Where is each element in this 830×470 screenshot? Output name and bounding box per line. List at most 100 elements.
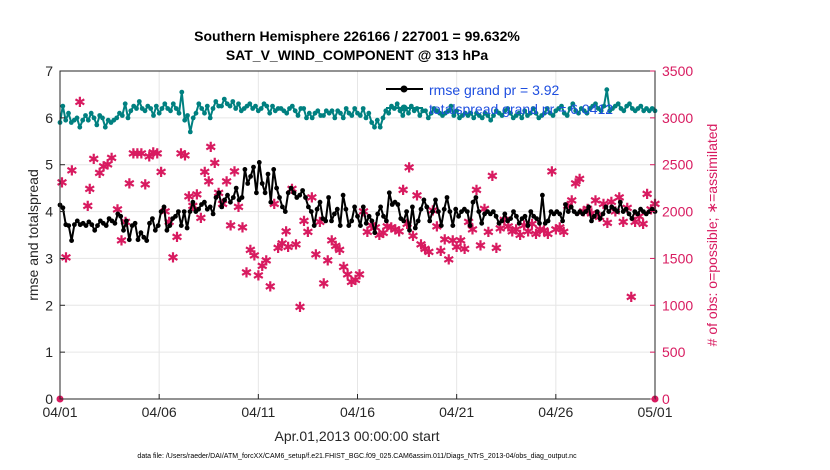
obs-assimilated-marker: ✱: [248, 248, 260, 264]
y-left-tick-label: 0: [45, 391, 53, 407]
totalspread-point: [100, 115, 105, 121]
y-axis-right-ticks: 0 500 1000 1500 2000 2500 3000 3500: [650, 63, 693, 407]
y-right-tick-label: 3000: [662, 110, 693, 126]
obs-assimilated-marker: ✱: [175, 145, 187, 161]
totalspread-point: [593, 101, 598, 107]
rmse-point: [317, 199, 323, 205]
rmse-point: [635, 211, 641, 217]
obs-assimilated-marker: ✱: [346, 274, 358, 290]
obs-assimilated-marker: ✱: [195, 210, 207, 226]
rmse-point: [239, 195, 245, 200]
obs-assimilated-marker: ✱: [209, 155, 221, 171]
rmse-point: [207, 204, 213, 210]
obs-assimilated-marker: ✱: [605, 194, 617, 210]
rmse-point: [508, 216, 513, 222]
obs-assimilated-marker: ✱: [510, 221, 522, 237]
obs-assimilated-marker: ✱: [191, 187, 203, 203]
rmse-point: [479, 220, 485, 226]
rmse-point: [314, 206, 320, 212]
rmse-point: [245, 181, 251, 186]
x-tick-label: 04/16: [340, 404, 375, 420]
x-tick-label: 05/01: [637, 404, 672, 420]
rmse-point: [470, 199, 476, 205]
obs-assimilated-marker: ✱: [306, 190, 318, 206]
obs-assimilated-marker: ✱: [494, 220, 506, 236]
obs-assimilated-marker: ✱: [94, 165, 106, 181]
obs-assimilated-marker: ✱: [84, 181, 96, 197]
obs-assimilated-marker: ✱: [617, 214, 629, 230]
obs-assimilated-marker: ✱: [590, 192, 602, 208]
totalspread-point: [233, 106, 239, 111]
rmse-point: [152, 227, 158, 233]
rmse-point: [288, 185, 294, 191]
rmse-point: [164, 227, 170, 233]
rmse-point: [438, 223, 444, 229]
obs-assimilated-marker: ✱: [435, 243, 447, 259]
rmse-point: [386, 190, 392, 196]
totalspread-point: [519, 115, 525, 121]
totalspread-point: [360, 106, 366, 111]
obs-assimilated-marker: ✱: [179, 147, 191, 163]
totalspread-point: [508, 110, 513, 116]
obs-assimilated-marker: ✱: [268, 196, 280, 212]
obs-assimilated-marker: ✱: [498, 212, 510, 228]
obs-assimilated-marker: ✱: [570, 175, 582, 191]
totalspread-point: [621, 108, 627, 114]
x-tick-label: 04/21: [439, 404, 474, 420]
rmse-point: [433, 197, 438, 203]
obs-assimilated-marker: ✱: [613, 190, 625, 206]
rmse-point: [384, 218, 389, 224]
obs-assimilated-marker: ✱: [522, 223, 534, 239]
rmse-point: [132, 220, 138, 226]
rmse-point: [233, 185, 239, 191]
rmse-point: [311, 223, 317, 229]
totalspread-point: [638, 103, 644, 109]
obs-assimilated-marker: ✱: [354, 266, 366, 282]
rmse-point: [308, 209, 314, 215]
totalspread-point: [304, 115, 309, 121]
obs-assimilated-marker: ✱: [451, 239, 463, 255]
obs-assimilated-marker: ✱: [431, 219, 443, 235]
totalspread-point: [340, 115, 346, 121]
y-axis-left-label: rmse and totalspread: [25, 169, 41, 301]
obs-assimilated-marker: ✱: [102, 157, 114, 173]
obs-assimilated-marker: ✱: [534, 221, 546, 237]
obs-assimilated-marker: ✱: [131, 145, 143, 161]
rmse-point: [537, 220, 542, 226]
y-left-tick-label: 2: [45, 297, 53, 313]
totalspread-point: [576, 110, 581, 116]
obs-assimilated-marker: ✱: [342, 266, 354, 282]
obs-assimilated-marker: ✱: [256, 258, 268, 274]
rmse-point: [282, 209, 288, 215]
totalspread-point: [264, 103, 270, 109]
obs-assimilated-marker: ✱: [276, 235, 288, 251]
rmse-point: [173, 213, 178, 219]
obs-assimilated-marker: ✱: [439, 232, 451, 248]
rmse-point: [589, 218, 594, 224]
rmse-point: [60, 205, 66, 211]
obs-assimilated-marker: ✱: [106, 150, 118, 166]
rmse-point: [540, 192, 545, 198]
obs-assimilated-marker: ✱: [538, 222, 550, 238]
totalspread-point: [366, 110, 372, 116]
obs-assimilated-marker: ✱: [554, 220, 566, 236]
rmse-point: [603, 204, 609, 210]
y-right-tick-label: 2500: [662, 157, 693, 173]
rmse-point: [230, 195, 236, 200]
rmse-point: [251, 164, 256, 170]
obs-assimilated-marker: ✱: [135, 145, 147, 161]
totalspread-point: [128, 108, 134, 114]
totalspread-point: [170, 101, 176, 107]
totalspread-point: [488, 117, 494, 123]
x-axis-label: Apr.01,2013 00:00:00 start: [274, 428, 439, 444]
totalspread-point: [270, 103, 275, 109]
legend-spread-label: totalspread grand pr = 6.0412: [429, 101, 613, 117]
rmse-point: [600, 211, 606, 217]
totalspread-point: [601, 103, 607, 109]
rmse-point: [306, 204, 311, 210]
rmse-point: [329, 218, 334, 224]
totalspread-point: [219, 103, 224, 109]
obs-assimilated-marker: ✱: [455, 233, 467, 249]
totalspread-point: [309, 115, 315, 121]
obs-assimilated-marker: ✱: [602, 215, 614, 231]
